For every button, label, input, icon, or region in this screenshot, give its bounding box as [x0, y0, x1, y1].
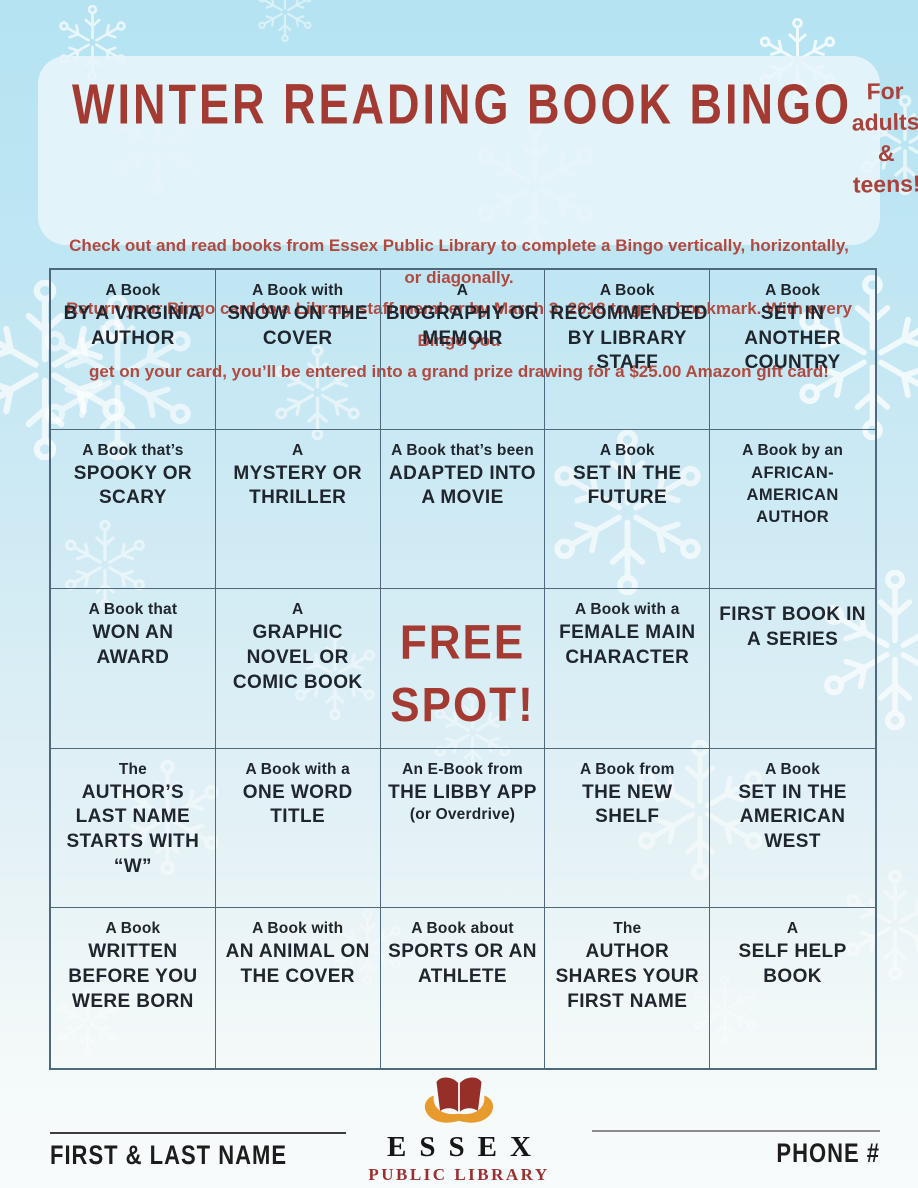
cell-lead: A Book with [252, 282, 344, 299]
cell-lead: A Book that [88, 601, 178, 619]
logo-name: ESSEX [387, 1131, 544, 1163]
footer: FIRST & LAST NAME ESSEX PUBLIC LIBRARY P… [0, 1072, 918, 1188]
cell-lead: A Book with [252, 920, 344, 938]
cell-main: SET IN ANOTHER COUNTRY [744, 303, 841, 374]
audience-line-1: For adults [851, 77, 918, 136]
snowflake-icon [255, 0, 315, 42]
phone-label: PHONE # [776, 1138, 880, 1168]
bingo-cell-r5c2: A Book with AN ANIMAL ON THE COVER [216, 908, 381, 1068]
cell-main: MYSTERY OR THRILLER [233, 462, 362, 509]
cell-main: SELF HELP BOOK [738, 941, 847, 988]
bingo-cell-r2c5: A Book by an AFRICAN-AMERICAN AUTHOR [710, 430, 875, 590]
bingo-grid: A Book BY A VIRGINIA AUTHOR A Book with SNO… [49, 268, 877, 1070]
cell-lead: The [118, 760, 147, 778]
instructions: Check out and read books from Essex Publ… [64, 230, 854, 387]
bingo-cell-r4c4: A Book from THE NEW SHELF [545, 748, 711, 909]
name-line [50, 1132, 346, 1134]
bingo-cell-r2c1: A Book that’s SPOOKY OR SCARY [51, 429, 216, 590]
bingo-cell-r2c3: A Book that’s been ADAPTED INTO A MOVIE [380, 429, 546, 590]
bingo-cell-r4c1: The AUTHOR’S LAST NAME STARTS WITH “W” [51, 748, 216, 909]
audience-line-2: & teens! [852, 139, 918, 198]
bingo-cell-r2c4: A Book SET IN THE FUTURE [545, 429, 711, 590]
cell-main: ONE WORD TITLE [242, 781, 353, 828]
cell-lead: A [786, 920, 799, 938]
phone-signature-area: PHONE # [592, 1130, 880, 1168]
cell-lead: A Book that’s [82, 441, 184, 459]
bingo-cell-r5c5: A SELF HELP BOOK [710, 908, 875, 1068]
bingo-cell-r2c2: A MYSTERY OR THRILLER [215, 429, 381, 590]
cell-main: GRAPHIC NOVEL OR COMIC BOOK [232, 622, 363, 693]
cell-main: BY A VIRGINIA AUTHOR [63, 303, 203, 349]
instructions-line-3: get on your card, you’ll be entered into… [89, 361, 829, 381]
cell-lead: A Book by an [742, 441, 844, 459]
cell-main: RECOMMENDED BY LIBRARY STAFF [550, 303, 708, 374]
bingo-cell-r5c3: A Book about SPORTS OR AN ATHLETE [381, 908, 546, 1068]
instructions-line-1: Check out and read books from Essex Publ… [69, 236, 849, 287]
cell-main: AFRICAN-AMERICAN AUTHOR [746, 463, 839, 527]
cell-main: THE NEW SHELF [582, 781, 673, 828]
bingo-cell-r1c2: A Book with SNOW ON THE COVER [215, 270, 381, 430]
bingo-cell-r1c5: A Book SET IN ANOTHER COUNTRY [710, 270, 875, 430]
cell-main: AUTHOR SHARES YOUR FIRST NAME [555, 941, 699, 1012]
cell-main: SNOW ON THE COVER [227, 303, 368, 349]
cell-main: SET IN THE FUTURE [573, 462, 682, 509]
cell-lead: A Book [105, 920, 161, 938]
free-spot-label: FREE SPOT! [390, 615, 535, 733]
cell-lead: A Book with a [245, 760, 350, 778]
cell-main: FIRST BOOK IN A SERIES [719, 604, 866, 650]
cell-lead: A [456, 282, 469, 299]
logo-subtitle: PUBLIC LIBRARY [368, 1165, 550, 1184]
bingo-cell-r4c5: A Book SET IN THE AMERICAN WEST [710, 749, 875, 909]
bingo-cell-r3c2: A GRAPHIC NOVEL OR COMIC BOOK [215, 589, 381, 749]
cell-lead: An E-Book from [402, 760, 523, 778]
bingo-cell-r4c2: A Book with a ONE WORD TITLE [215, 748, 381, 909]
name-label: FIRST & LAST NAME [50, 1140, 287, 1170]
cell-main: THE LIBBY APP [388, 781, 537, 803]
instructions-line-2: Return your Bingo card to a Library staf… [66, 299, 852, 350]
cell-main: AN ANIMAL ON THE COVER [225, 941, 370, 988]
cell-main: BIOGRAPHY OR MEMOIR [385, 303, 540, 349]
bingo-cell-r1c1: A Book BY A VIRGINIA AUTHOR [51, 270, 216, 430]
cell-lead: A Book [765, 760, 821, 778]
bingo-cell-r4c3: An E-Book from THE LIBBY APP (or Overdrive… [380, 748, 546, 909]
cell-lead: A Book [599, 282, 655, 299]
header-panel: WINTER READING BOOK BINGO For adults & t… [38, 56, 918, 381]
cell-main: WON AN AWARD [92, 622, 174, 668]
cell-lead: A Book [105, 282, 161, 299]
cell-lead: A Book that’s been [391, 441, 534, 459]
cell-lead: A Book from [579, 760, 675, 778]
cell-main: AUTHOR’S LAST NAME STARTS WITH “W” [66, 781, 200, 877]
bingo-cell-r3c5: FIRST BOOK IN A SERIES [710, 589, 875, 749]
cell-main: ADAPTED INTO A MOVIE [389, 462, 536, 509]
bingo-cell-r1c3: A BIOGRAPHY OR MEMOIR [380, 270, 546, 430]
cell-lead: A [291, 441, 304, 459]
audience-note: For adults & teens! [851, 71, 918, 200]
open-book-icon [424, 1077, 494, 1123]
cell-main: SPORTS OR AN ATHLETE [388, 941, 537, 988]
page-title: WINTER READING BOOK BINGO [72, 72, 852, 136]
cell-main: FEMALE MAIN CHARACTER [559, 622, 696, 668]
cell-main: SPOOKY OR SCARY [73, 462, 193, 509]
cell-lead: A Book with a [575, 601, 680, 619]
bingo-cell-r1c4: A Book RECOMMENDED BY LIBRARY STAFF [545, 270, 711, 430]
cell-lead: A [291, 601, 304, 619]
phone-line [592, 1130, 880, 1132]
cell-main: WRITTEN BEFORE YOU WERE BORN [68, 941, 198, 1012]
cell-lead: A Book about [411, 920, 514, 938]
library-logo: ESSEX PUBLIC LIBRARY [329, 1074, 589, 1185]
cell-lead: A Book [599, 441, 655, 459]
cell-lead: A Book [765, 282, 821, 299]
bingo-cell-r3c4: A Book with a FEMALE MAIN CHARACTER [545, 589, 711, 749]
cell-main: SET IN THE AMERICAN WEST [738, 781, 847, 853]
cell-sub: (or Overdrive) [409, 806, 516, 824]
bingo-cell-r5c4: The AUTHOR SHARES YOUR FIRST NAME [545, 908, 711, 1068]
name-signature-area: FIRST & LAST NAME [50, 1132, 346, 1170]
free-spot-cell: FREE SPOT! [380, 589, 546, 749]
cell-lead: The [613, 920, 642, 938]
bingo-cell-r3c1: A Book that WON AN AWARD [51, 589, 216, 749]
bingo-cell-r5c1: A Book WRITTEN BEFORE YOU WERE BORN [51, 908, 216, 1068]
